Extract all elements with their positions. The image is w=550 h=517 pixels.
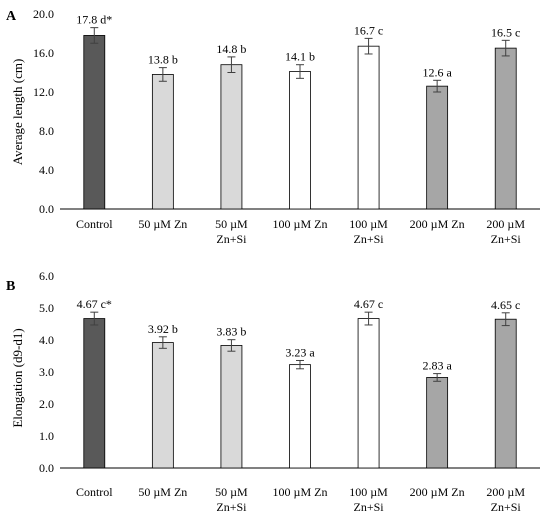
category-label: 100 µM Zn [273, 217, 328, 231]
y-tick-label: 8.0 [39, 124, 54, 138]
y-tick-label: 3.0 [39, 365, 54, 379]
data-label: 3.23 a [285, 345, 315, 359]
bar [220, 345, 243, 469]
category-label: Control [76, 217, 113, 231]
y-tick-label: 20.0 [33, 7, 54, 21]
data-label: 14.1 b [285, 50, 315, 64]
y-tick-label: 4.0 [39, 163, 54, 177]
category-label: Zn+Si [216, 232, 247, 246]
category-label: 50 µM [215, 485, 248, 499]
data-label: 12.6 a [422, 65, 452, 79]
data-label: 2.83 a [422, 359, 452, 373]
bar [83, 318, 106, 469]
data-label: 16.5 c [491, 25, 520, 39]
bar [289, 364, 311, 469]
y-tick-label: 1.0 [39, 429, 54, 443]
bar [426, 85, 449, 210]
y-tick-label: 2.0 [39, 397, 54, 411]
category-label: 200 µM [486, 217, 525, 231]
category-label: 200 µM [486, 485, 525, 499]
bar [151, 74, 174, 210]
y-tick-label: 16.0 [33, 46, 54, 60]
y-tick-label: 4.0 [39, 333, 54, 347]
data-label: 14.8 b [216, 42, 246, 56]
category-label: Zn+Si [491, 500, 522, 514]
y-tick-label: 5.0 [39, 301, 54, 315]
panel-b-letter: B [6, 279, 15, 294]
panel-a-letter: A [6, 9, 17, 24]
bar [494, 47, 517, 210]
data-label: 3.92 b [148, 322, 178, 336]
panel-b-ylabel: Elongation (d9-d1) [10, 328, 25, 427]
panel-b: B Elongation (d9-d1) 0.0 1.0 2.0 3.0 4.0 5.0 6… [6, 269, 540, 514]
y-tick-label: 0.0 [39, 461, 54, 475]
bar [426, 377, 449, 469]
data-label: 4.67 c [354, 297, 383, 311]
data-label: 17.8 d* [76, 13, 112, 27]
y-tick-label: 6.0 [39, 269, 54, 283]
y-tick-label: 12.0 [33, 85, 54, 99]
bar [494, 318, 517, 469]
data-label: 4.65 c [491, 298, 520, 312]
panel-a: A Average length (cm) 0.0 4.0 8.0 12.0 16.0 2… [6, 7, 540, 246]
category-label: 100 µM [349, 217, 388, 231]
category-label: Zn+Si [354, 232, 385, 246]
category-label: 200 µM Zn [410, 217, 465, 231]
bar [83, 35, 106, 210]
category-label: 100 µM Zn [273, 485, 328, 499]
bar [151, 342, 174, 469]
category-label: Zn+Si [354, 500, 385, 514]
bar [289, 71, 311, 210]
category-label: Zn+Si [216, 500, 247, 514]
category-label: 100 µM [349, 485, 388, 499]
data-label: 3.83 b [216, 325, 246, 339]
category-label: 50 µM Zn [138, 485, 187, 499]
category-label: 200 µM Zn [410, 485, 465, 499]
category-label: Zn+Si [491, 232, 522, 246]
category-label: 50 µM [215, 217, 248, 231]
category-label: Control [76, 485, 113, 499]
panel-a-ylabel: Average length (cm) [10, 59, 25, 166]
data-label: 16.7 c [354, 23, 383, 37]
category-label: 50 µM Zn [138, 217, 187, 231]
data-label: 4.67 c* [77, 297, 112, 311]
bar [357, 318, 380, 469]
bar [357, 45, 380, 210]
y-tick-label: 0.0 [39, 202, 54, 216]
data-label: 13.8 b [148, 53, 178, 67]
bar [220, 64, 243, 210]
